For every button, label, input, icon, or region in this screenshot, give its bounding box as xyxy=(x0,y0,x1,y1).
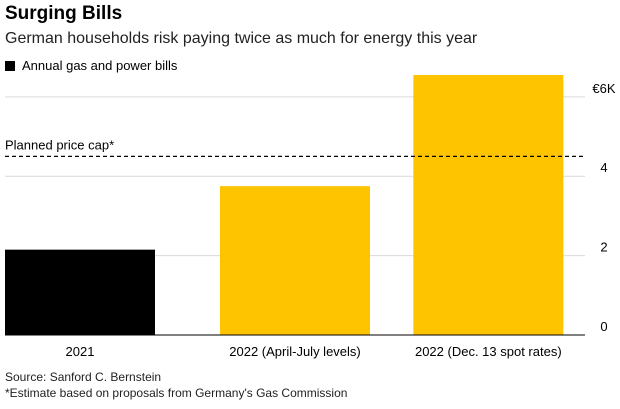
y-tick-label: 0 xyxy=(600,319,607,334)
price-cap-label: Planned price cap* xyxy=(5,137,114,152)
legend: Annual gas and power bills xyxy=(5,58,177,73)
y-tick-label: €6K xyxy=(592,81,615,96)
x-tick-label: 2022 (Dec. 13 spot rates) xyxy=(415,344,562,359)
x-tick-label: 2021 xyxy=(66,344,95,359)
x-tick-label: 2022 (April-July levels) xyxy=(229,344,361,359)
legend-swatch xyxy=(5,60,15,71)
legend-label: Annual gas and power bills xyxy=(22,58,178,73)
footnote: *Estimate based on proposals from German… xyxy=(5,386,348,400)
bar-chart: 0 2 4 €6K 2021 2022 (April-July levels) 2022 (… xyxy=(5,75,616,359)
chart-subtitle: German households risk paying twice as m… xyxy=(5,30,478,47)
bar xyxy=(220,186,370,335)
y-tick-label: 4 xyxy=(600,160,607,175)
bar xyxy=(5,249,155,335)
y-tick-label: 2 xyxy=(600,240,607,255)
chart-title: Surging Bills xyxy=(5,3,123,24)
bar xyxy=(413,75,564,335)
source-note: Source: Sanford C. Bernstein xyxy=(5,370,162,384)
